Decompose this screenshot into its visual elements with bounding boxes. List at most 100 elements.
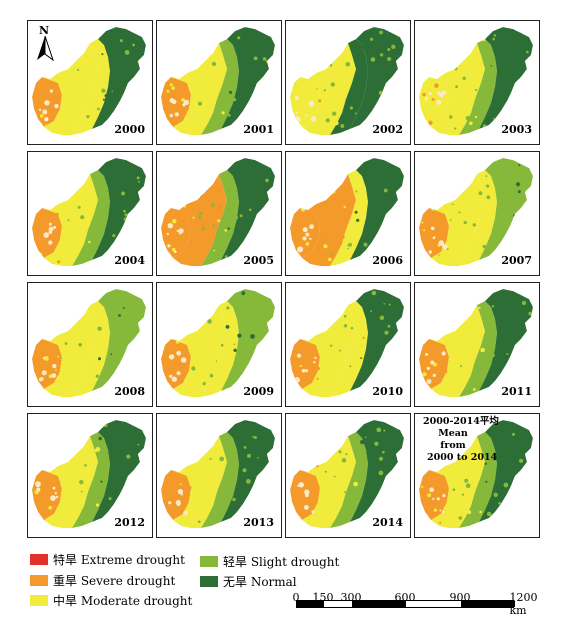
texture-speck	[70, 161, 75, 166]
texture-speck	[472, 223, 476, 227]
legend-label-slight: 轻旱 Slight drought	[223, 555, 340, 569]
texture-speck	[484, 126, 487, 129]
texture-speck	[362, 45, 366, 50]
map-panel-2013: 2013	[156, 413, 282, 538]
texture-speck	[221, 111, 225, 115]
texture-speck	[202, 371, 205, 374]
texture-speck	[198, 216, 201, 219]
texture-speck	[262, 57, 267, 61]
texture-speck	[247, 453, 251, 458]
texture-speck	[465, 483, 471, 489]
texture-speck	[180, 497, 185, 502]
texture-speck	[239, 377, 242, 380]
texture-speck	[388, 346, 393, 351]
texture-speck	[333, 475, 336, 478]
zone-central	[42, 305, 98, 397]
texture-speck	[396, 31, 401, 36]
texture-speck	[379, 30, 383, 35]
texture-speck	[383, 58, 386, 62]
texture-speck	[41, 518, 45, 522]
texture-speck	[175, 339, 180, 344]
texture-speck	[299, 364, 302, 368]
texture-speck	[366, 516, 371, 522]
texture-speck	[512, 520, 518, 525]
texture-speck	[331, 254, 334, 256]
zone-west	[419, 470, 449, 520]
map-panel-2014: 2014	[285, 413, 411, 538]
texture-speck	[512, 519, 516, 523]
texture-speck	[444, 191, 449, 196]
texture-patch	[305, 232, 310, 237]
texture-patch	[54, 492, 57, 495]
texture-speck	[270, 184, 274, 189]
texture-speck	[342, 53, 347, 57]
texture-speck	[217, 219, 221, 223]
texture-speck	[330, 344, 333, 347]
zone-northeast	[92, 158, 146, 260]
zone-transition	[72, 170, 110, 266]
texture-patch	[441, 351, 446, 356]
zone-west	[290, 339, 320, 389]
texture-speck	[121, 191, 126, 196]
texture-patch	[166, 232, 169, 236]
texture-speck	[391, 44, 396, 49]
texture-speck	[140, 207, 142, 210]
texture-speck	[80, 476, 83, 479]
texture-speck	[460, 38, 463, 40]
texture-patch	[429, 487, 435, 493]
zone-west	[161, 470, 191, 520]
texture-patch	[53, 225, 57, 229]
texture-patch	[294, 116, 301, 123]
texture-speck	[302, 426, 306, 430]
texture-speck	[440, 185, 443, 188]
texture-speck	[243, 446, 247, 449]
texture-speck	[227, 457, 232, 462]
texture-speck	[436, 185, 439, 187]
texture-speck	[452, 488, 456, 491]
texture-speck	[78, 343, 82, 347]
texture-speck	[95, 374, 100, 378]
map-panel-2004: 2004	[27, 151, 153, 276]
texture-speck	[99, 293, 103, 297]
texture-patch	[297, 246, 304, 253]
texture-speck	[524, 519, 529, 524]
texture-speck	[132, 43, 135, 47]
texture-speck	[161, 218, 166, 222]
texture-speck	[332, 111, 337, 116]
texture-patch	[294, 377, 300, 383]
texture-speck	[123, 209, 126, 213]
texture-speck	[207, 471, 210, 474]
texture-speck	[464, 294, 467, 297]
texture-speck	[474, 115, 478, 119]
map-panel-2003: 2003	[414, 20, 540, 145]
texture-speck	[58, 74, 61, 76]
texture-speck	[42, 352, 47, 358]
texture-speck	[182, 91, 185, 94]
year-label: 2002	[372, 123, 403, 136]
texture-speck	[378, 179, 382, 182]
texture-speck	[461, 493, 464, 496]
year-label: 2000	[114, 123, 145, 136]
texture-patch	[174, 112, 179, 117]
texture-speck	[428, 120, 433, 126]
legend-swatch-severe	[30, 575, 48, 586]
map-panel-2012: 2012	[27, 413, 153, 538]
texture-speck	[194, 292, 200, 297]
texture-speck	[357, 462, 360, 465]
texture-patch	[436, 100, 442, 105]
texture-patch	[44, 117, 49, 122]
texture-speck	[526, 291, 531, 296]
scale-tick-0: 0	[292, 591, 300, 604]
texture-speck	[137, 180, 140, 183]
map-panel-2010: 2010	[285, 282, 411, 407]
texture-speck	[163, 306, 166, 308]
mean-label-line2: Mean from	[438, 428, 468, 451]
mean-label-line3: 2000 to 2014	[427, 452, 498, 463]
texture-speck	[226, 306, 230, 310]
texture-speck	[238, 511, 242, 515]
texture-speck	[311, 503, 313, 506]
texture-speck	[388, 237, 393, 243]
texture-speck	[118, 197, 122, 200]
texture-speck	[251, 81, 256, 86]
texture-speck	[429, 233, 434, 238]
